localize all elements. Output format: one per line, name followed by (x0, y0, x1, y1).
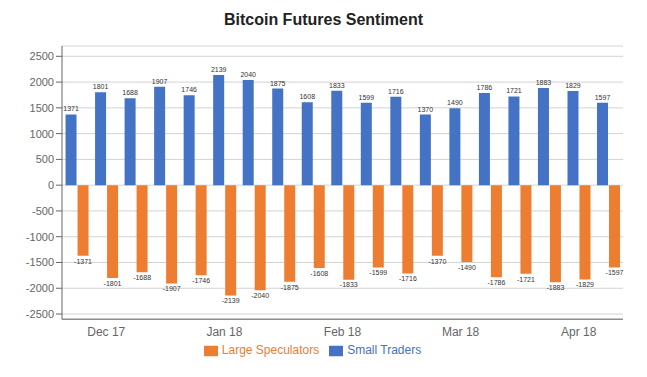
svg-text:1371: 1371 (63, 105, 79, 112)
html-text:Small Traders: Small Traders (347, 343, 422, 358)
svg-text:-1907: -1907 (163, 285, 181, 292)
svg-text:1801: 1801 (93, 83, 109, 90)
svg-text:-1608: -1608 (310, 270, 328, 277)
svg-text:1833: 1833 (329, 82, 345, 89)
svg-text:1721: 1721 (506, 87, 522, 94)
svg-text:-1883: -1883 (547, 284, 565, 291)
svg-text:-2139: -2139 (222, 297, 240, 304)
svg-text:1716: 1716 (388, 88, 404, 95)
svg-text:Jan 18: Jan 18 (206, 325, 242, 339)
svg-text:-1829: -1829 (576, 281, 594, 288)
svg-text:-1721: -1721 (517, 276, 535, 283)
svg-text:Dec 17: Dec 17 (87, 325, 125, 339)
svg-text:1490: 1490 (447, 99, 463, 106)
svg-text:-1490: -1490 (458, 264, 476, 271)
svg-text:2500: 2500 (30, 50, 54, 62)
html-text:Large Speculators: Large Speculators (221, 343, 320, 358)
html-text:Bitcoin Futures Sentiment: Bitcoin Futures Sentiment (223, 11, 424, 28)
svg-text:1875: 1875 (270, 80, 286, 87)
svg-text:-1786: -1786 (487, 279, 505, 286)
svg-text:-1688: -1688 (133, 274, 151, 281)
svg-text:-2040: -2040 (251, 292, 269, 299)
svg-text:1907: 1907 (152, 78, 168, 85)
svg-text:2040: 2040 (240, 71, 256, 78)
svg-text:1599: 1599 (359, 94, 375, 101)
svg-text:-1000: -1000 (26, 231, 54, 243)
svg-text:1883: 1883 (536, 79, 552, 86)
svg-text:1500: 1500 (30, 102, 54, 114)
svg-text:1597: 1597 (595, 94, 611, 101)
svg-text:1829: 1829 (565, 82, 581, 89)
svg-text:Apr 18: Apr 18 (561, 325, 597, 339)
svg-text:0: 0 (48, 179, 54, 191)
svg-text:-500: -500 (32, 205, 54, 217)
svg-text:1786: 1786 (477, 84, 493, 91)
svg-text:2139: 2139 (211, 66, 227, 73)
svg-text:-1597: -1597 (606, 269, 624, 276)
svg-text:Mar 18: Mar 18 (442, 325, 480, 339)
svg-text:-2500: -2500 (26, 308, 54, 320)
svg-text:1746: 1746 (181, 86, 197, 93)
svg-text:-1599: -1599 (369, 269, 387, 276)
svg-text:-1370: -1370 (428, 258, 446, 265)
svg-text:-1371: -1371 (74, 258, 92, 265)
svg-text:-2000: -2000 (26, 282, 54, 294)
svg-text:1000: 1000 (30, 128, 54, 140)
svg-text:500: 500 (36, 153, 54, 165)
svg-text:-1801: -1801 (104, 280, 122, 287)
svg-text:-1500: -1500 (26, 256, 54, 268)
svg-text:1688: 1688 (122, 89, 138, 96)
svg-text:1370: 1370 (418, 106, 434, 113)
svg-text:-1716: -1716 (399, 275, 417, 282)
svg-text:2000: 2000 (30, 76, 54, 88)
svg-text:-1875: -1875 (281, 284, 299, 291)
svg-text:1608: 1608 (299, 93, 315, 100)
svg-text:Feb 18: Feb 18 (324, 325, 362, 339)
svg-text:-1746: -1746 (192, 277, 210, 284)
svg-text:-1833: -1833 (340, 281, 358, 288)
